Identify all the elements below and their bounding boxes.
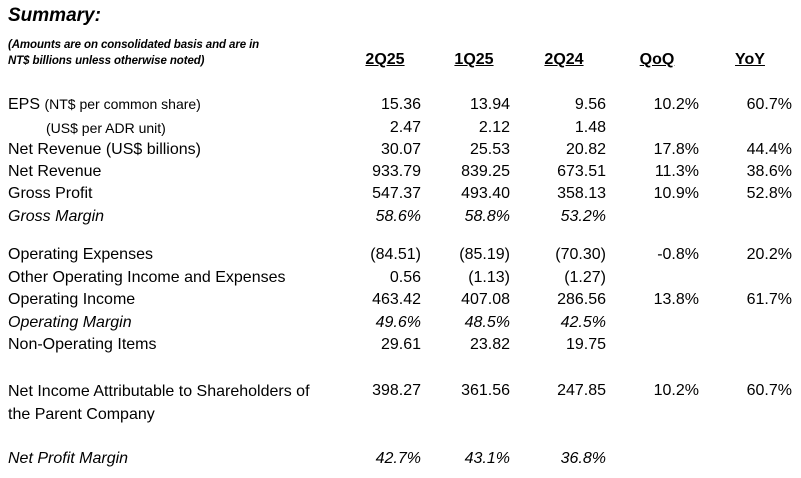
cell-qoq: 17.8% (653, 141, 699, 158)
table-row-operating-margin: Operating Margin 49.6% 48.5% 42.5% (0, 314, 801, 336)
cell-2q24: 247.85 (557, 382, 606, 399)
cell-yoy: 61.7% (746, 291, 792, 308)
row-label: Operating Income (8, 291, 136, 308)
cell-1q25: 25.53 (469, 141, 510, 158)
row-label: Net Profit Margin (8, 450, 129, 467)
cell-qoq: -0.8% (657, 246, 699, 263)
cell-2q24: 9.56 (574, 96, 606, 113)
column-header-yoy: YoY (735, 51, 765, 68)
cell-1q25: 13.94 (469, 96, 510, 113)
column-header-2q24: 2Q24 (544, 51, 584, 68)
cell-2q24: (1.27) (564, 269, 606, 286)
row-label-line-2: the Parent Company (8, 406, 155, 423)
cell-yoy: 60.7% (746, 96, 792, 113)
table-row-operating-income: Operating Income 463.42 407.08 286.56 13… (0, 291, 801, 313)
table-row-net-profit-margin: Net Profit Margin 42.7% 43.1% 36.8% (0, 450, 801, 472)
row-label: (US$ per ADR unit) (46, 120, 166, 136)
cell-2q24: 42.5% (560, 314, 606, 331)
cell-2q25: 58.6% (375, 208, 421, 225)
cell-1q25: 58.8% (464, 208, 510, 225)
cell-2q24: 286.56 (557, 291, 606, 308)
column-header-2q25: 2Q25 (365, 51, 405, 68)
row-label: Operating Margin (8, 314, 132, 331)
cell-1q25: 43.1% (464, 450, 510, 467)
row-label: Operating Expenses (8, 246, 153, 263)
cell-2q24: 358.13 (557, 185, 606, 202)
cell-2q24: 673.51 (557, 163, 606, 180)
cell-2q24: (70.30) (555, 246, 606, 263)
cell-1q25: 23.82 (469, 336, 510, 353)
cell-1q25: 407.08 (461, 291, 510, 308)
cell-1q25: 361.56 (461, 382, 510, 399)
row-label: EPS (NT$ per common share) (8, 96, 201, 113)
row-label: Non-Operating Items (8, 336, 157, 353)
cell-2q25: 547.37 (372, 185, 421, 202)
table-row-eps: EPS (NT$ per common share) 15.36 13.94 9… (0, 96, 801, 118)
cell-2q25: 15.36 (380, 96, 421, 113)
cell-2q24: 20.82 (565, 141, 606, 158)
cell-qoq: 10.9% (653, 185, 699, 202)
cell-yoy: 52.8% (746, 185, 792, 202)
units-note-line-2: NT$ billions unless otherwise noted) (8, 55, 205, 67)
cell-1q25: (85.19) (459, 246, 510, 263)
cell-1q25: 839.25 (461, 163, 510, 180)
cell-2q24: 19.75 (565, 336, 606, 353)
table-row-eps-adr: (US$ per ADR unit) 2.47 2.12 1.48 (0, 119, 801, 141)
summary-title: Summary: (8, 5, 101, 26)
cell-yoy: 20.2% (746, 246, 792, 263)
row-label: Net Revenue (US$ billions) (8, 141, 201, 158)
cell-qoq: 11.3% (654, 163, 699, 180)
table-row-gross-profit: Gross Profit 547.37 493.40 358.13 10.9% … (0, 185, 801, 207)
cell-2q25: 42.7% (375, 450, 421, 467)
cell-2q25: 30.07 (380, 141, 421, 158)
table-row-net-revenue-usd: Net Revenue (US$ billions) 30.07 25.53 2… (0, 141, 801, 163)
cell-2q24: 1.48 (574, 119, 606, 136)
row-label: Gross Margin (8, 208, 105, 225)
cell-2q25: (84.51) (370, 246, 421, 263)
cell-qoq: 10.2% (653, 96, 699, 113)
cell-2q25: 29.61 (380, 336, 421, 353)
cell-2q25: 398.27 (372, 382, 421, 399)
cell-2q25: 933.79 (372, 163, 421, 180)
row-label-line-1: Net Income Attributable to Shareholders … (8, 383, 310, 400)
cell-1q25: 48.5% (464, 314, 510, 331)
units-note: (Amounts are on consolidated basis and a… (8, 37, 328, 69)
units-note-line-1: (Amounts are on consolidated basis and a… (8, 39, 260, 51)
table-row-other-operating: Other Operating Income and Expenses 0.56… (0, 269, 801, 291)
cell-2q25: 2.47 (389, 119, 421, 136)
cell-1q25: (1.13) (468, 269, 510, 286)
row-label: Net Revenue (8, 163, 102, 180)
table-row-net-revenue: Net Revenue 933.79 839.25 673.51 11.3% 3… (0, 163, 801, 185)
table-row-gross-margin: Gross Margin 58.6% 58.8% 53.2% (0, 208, 801, 230)
row-label: Other Operating Income and Expenses (8, 269, 286, 286)
column-header-1q25: 1Q25 (454, 51, 494, 68)
cell-1q25: 2.12 (478, 119, 510, 136)
cell-2q24: 53.2% (560, 208, 606, 225)
cell-2q24: 36.8% (560, 450, 606, 467)
table-row-non-operating-items: Non-Operating Items 29.61 23.82 19.75 (0, 336, 801, 358)
cell-yoy: 38.6% (746, 163, 792, 180)
table-row-operating-expenses: Operating Expenses (84.51) (85.19) (70.3… (0, 246, 801, 268)
cell-yoy: 60.7% (746, 382, 792, 399)
cell-yoy: 44.4% (746, 141, 792, 158)
column-header-qoq: QoQ (639, 51, 675, 68)
row-label: Gross Profit (8, 185, 93, 202)
cell-qoq: 10.2% (653, 382, 699, 399)
table-row-net-income: Net Income Attributable to Shareholders … (0, 380, 801, 426)
cell-2q25: 49.6% (375, 314, 421, 331)
cell-1q25: 493.40 (461, 185, 510, 202)
cell-qoq: 13.8% (653, 291, 699, 308)
row-label: Net Income Attributable to Shareholders … (8, 380, 310, 426)
cell-2q25: 463.42 (372, 291, 421, 308)
cell-2q25: 0.56 (389, 269, 421, 286)
